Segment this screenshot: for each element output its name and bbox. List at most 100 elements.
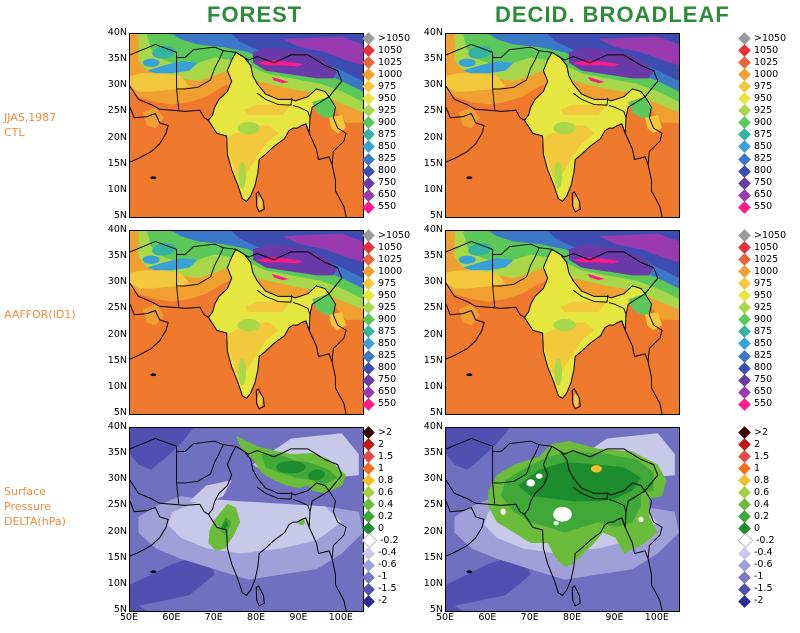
legend-item: 0 xyxy=(362,522,384,536)
legend-item: >2 xyxy=(362,426,392,439)
legend-label: 875 xyxy=(754,128,773,140)
legend-swatch xyxy=(738,188,751,202)
legend-label: 800 xyxy=(378,362,397,374)
legend-item: 1.5 xyxy=(362,450,394,463)
legend-label: 1025 xyxy=(378,56,403,68)
legend-swatch xyxy=(362,229,375,242)
legend-item: 650 xyxy=(362,188,396,202)
legend-item: 0.4 xyxy=(738,498,770,512)
lat-tick-label: 25N xyxy=(107,499,127,511)
legend-swatch xyxy=(362,594,375,608)
lat-tick-label: 25N xyxy=(423,499,443,511)
legend-label: 0.4 xyxy=(754,498,770,510)
legend-label: 0 xyxy=(754,522,761,534)
lat-tick-label: 20N xyxy=(107,525,127,537)
legend-label: 550 xyxy=(378,398,397,410)
legend-item: 1000 xyxy=(738,265,778,279)
legend-item: 925 xyxy=(362,104,396,118)
legend-item: -1 xyxy=(362,570,387,584)
lat-tick-label: 5N xyxy=(113,210,127,221)
legend-item: 825 xyxy=(362,152,396,166)
legend-item: 650 xyxy=(738,188,772,202)
lon-tick-label: 70E xyxy=(204,612,223,623)
legend-label: -0.4 xyxy=(378,547,397,558)
legend-swatch xyxy=(362,373,375,387)
legend-item: 900 xyxy=(738,313,772,327)
legend-item: -1 xyxy=(738,570,764,584)
lat-tick-label: 15N xyxy=(423,551,443,563)
lon-tick-label: 90E xyxy=(605,612,624,623)
lat-tick-label: 5N xyxy=(429,407,443,418)
legend-item: 550 xyxy=(738,397,772,411)
map-panel-r1c2 xyxy=(445,33,680,218)
legend-label: >1050 xyxy=(378,229,411,241)
legend-label: 925 xyxy=(754,104,773,116)
legend-item: 550 xyxy=(362,200,396,214)
legend-swatch xyxy=(738,594,751,608)
legend-item: -0.4 xyxy=(738,546,773,560)
lat-tick-label: 15N xyxy=(107,551,127,563)
legend-swatch xyxy=(362,385,375,399)
legend-label: 900 xyxy=(378,313,397,325)
legend-label: 1.5 xyxy=(378,450,394,462)
lat-tick-label: 20N xyxy=(423,525,443,537)
lat-tick-label: 30N xyxy=(423,276,443,288)
legend-item: -1.5 xyxy=(362,582,397,596)
legend-item: 975 xyxy=(362,80,396,94)
legend-item: -0.2 xyxy=(737,533,775,549)
legend-label: 825 xyxy=(378,350,397,361)
legend-label: -0.4 xyxy=(754,547,773,558)
legend-item: 0.8 xyxy=(738,474,769,488)
lat-tick-label: 15N xyxy=(423,157,443,169)
lat-tick-label: 15N xyxy=(107,354,127,366)
legend-label: 0.8 xyxy=(378,474,394,486)
legend-item: 925 xyxy=(738,104,773,118)
lat-tick-label: 30N xyxy=(423,473,443,485)
legend-item: >1050 xyxy=(738,32,786,45)
legend-item: 825 xyxy=(362,349,397,363)
lon-tick-label: 100E xyxy=(644,612,669,623)
legend-label: 0.6 xyxy=(378,486,394,498)
legend-swatch xyxy=(362,546,375,560)
lat-tick-label: 35N xyxy=(423,447,443,459)
legend-item: 0.4 xyxy=(362,498,393,512)
lat-tick-label: 15N xyxy=(423,354,443,366)
legend-item: 950 xyxy=(362,289,396,303)
legend-label: -1 xyxy=(754,571,764,583)
lon-tick-label: 90E xyxy=(289,612,308,623)
lat-tick-label: 25N xyxy=(107,105,127,117)
legend-item: 900 xyxy=(738,116,772,130)
legend-item: -2 xyxy=(362,594,387,608)
legend-item: 550 xyxy=(362,397,397,411)
legend-item: 925 xyxy=(738,301,773,315)
lat-tick-label: 10N xyxy=(423,380,443,392)
legend-label: -1.5 xyxy=(378,583,397,595)
legend-label: 925 xyxy=(378,301,397,313)
legend-item: 1000 xyxy=(362,68,403,82)
legend-item: 950 xyxy=(362,92,396,106)
legend-item: 875 xyxy=(738,325,772,339)
legend-swatch xyxy=(738,68,751,82)
legend-swatch xyxy=(738,361,751,375)
lon-tick-label: 80E xyxy=(563,612,582,623)
legend-swatch xyxy=(738,152,751,166)
legend-label: 875 xyxy=(378,128,397,140)
legend-swatch xyxy=(737,533,754,549)
lat-tick-label: 10N xyxy=(423,577,443,589)
legend-label: 1000 xyxy=(378,68,403,80)
legend-label: 2 xyxy=(378,438,385,450)
legend-label: 1050 xyxy=(754,241,779,253)
lat-tick-label: 30N xyxy=(423,79,443,91)
lat-tick-label: 35N xyxy=(107,447,127,459)
legend-label: 925 xyxy=(754,301,773,313)
legend-swatch xyxy=(738,546,751,560)
legend-swatch xyxy=(362,253,375,266)
legend-item: 875 xyxy=(362,128,397,142)
legend-swatch xyxy=(362,570,375,584)
legend-item: 750 xyxy=(738,373,772,387)
legend-swatch xyxy=(362,140,375,154)
legend-item: 850 xyxy=(738,337,772,351)
lat-tick-label: 20N xyxy=(107,131,127,143)
lat-tick-label: 40N xyxy=(423,224,443,235)
legend-swatch xyxy=(738,438,751,451)
